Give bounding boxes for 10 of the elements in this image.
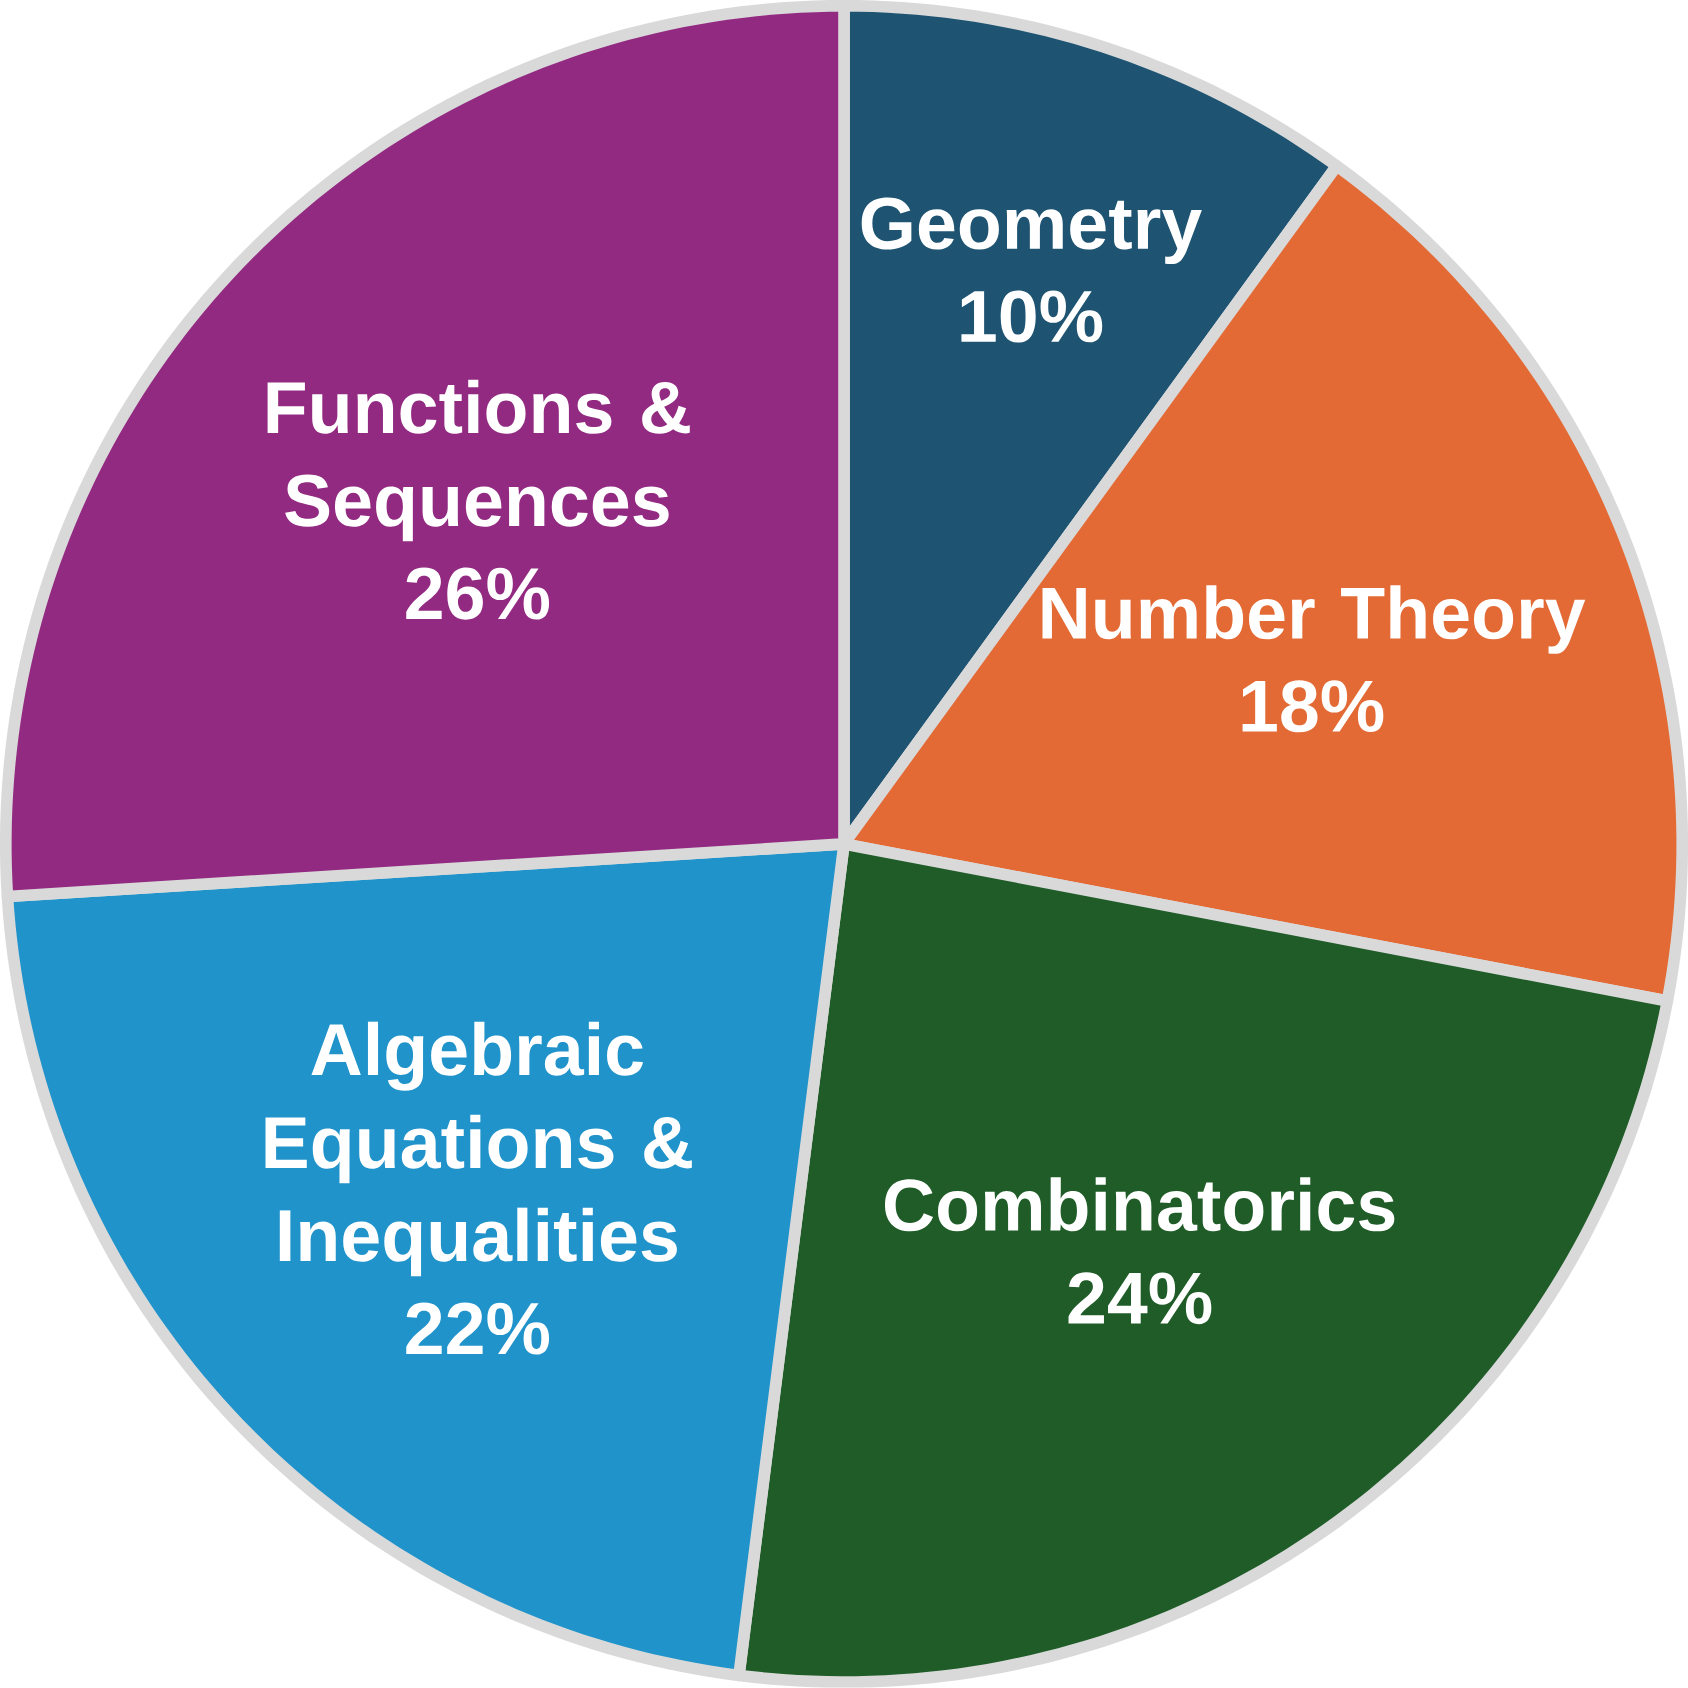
slice-label: Combinatorics: [885, 1177, 1395, 1232]
data-label: 26%: [406, 567, 550, 620]
slice-label: Functions & Sequences: [267, 379, 690, 542]
slice-label: Number Theory: [1042, 585, 1586, 654]
data-label: 10%: [961, 290, 1103, 343]
slice-label: Geometry: [861, 197, 1202, 265]
data-label: 22%: [406, 1302, 550, 1355]
data-label: 24%: [1068, 1272, 1212, 1325]
slice-label: Algebraic Equations & Inequalities: [265, 1021, 692, 1277]
data-label: 18%: [1242, 680, 1384, 733]
